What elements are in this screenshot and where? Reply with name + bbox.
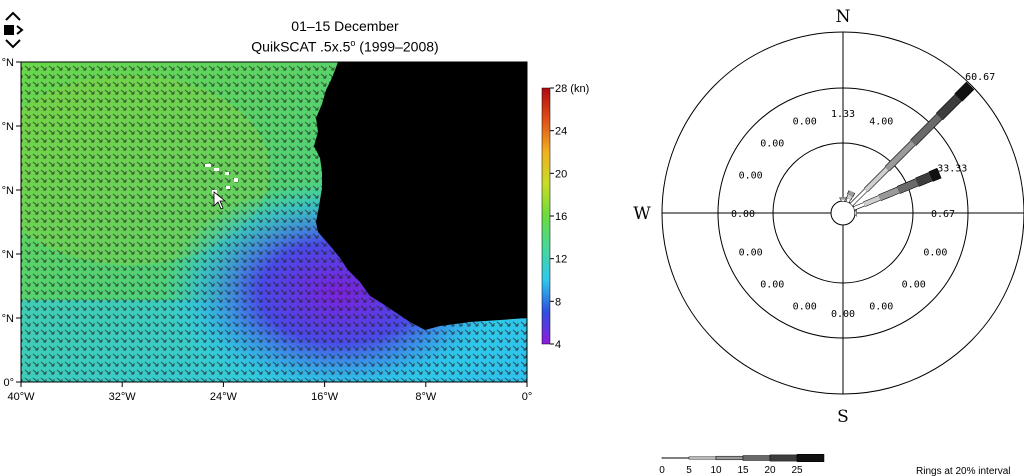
rose-value-SW: 0.00 — [760, 280, 784, 291]
y-tick-label: 0° — [3, 377, 14, 389]
wind-map: 40°W 32°W 24°W 16°W 8°W 0° 0° °N °N °N °N °N 4 8 12 1… — [2, 57, 590, 403]
cursor-icon — [213, 191, 227, 210]
legend-speed-label: 5 — [686, 465, 692, 476]
frame-navigation — [0, 10, 28, 52]
y-axis: 0° °N °N °N °N °N — [2, 57, 21, 389]
legend-swatch — [769, 454, 798, 462]
colorbar-label: 20 — [555, 168, 567, 180]
legend-speed-label: 25 — [791, 465, 803, 476]
rose-value-SE: 0.00 — [902, 280, 926, 291]
legend-swatch — [715, 455, 744, 461]
rose-bar-segment-ENE — [853, 202, 865, 210]
y-tick-label: °N — [2, 249, 14, 261]
rose-value-WNW: 0.00 — [739, 171, 763, 182]
rose-value-SSW: 0.00 — [793, 301, 817, 312]
subtitle-main: QuikSCAT .5x.5 — [251, 38, 351, 55]
colorbar-label: 4 — [555, 339, 561, 351]
x-tick-label: 16°W — [311, 391, 339, 403]
rose-bars — [839, 81, 975, 217]
rose-value-S: 0.00 — [831, 309, 855, 320]
x-tick-label: 24°W — [210, 391, 238, 403]
rose-value-NW: 0.00 — [760, 138, 784, 149]
rose-bar-segment-NE — [910, 114, 942, 146]
legend-swatch — [742, 455, 771, 461]
x-tick-label: 40°W — [7, 391, 35, 403]
rose-bar-segment-NNE — [846, 198, 851, 203]
rose-value-NNE: 4.00 — [869, 117, 893, 128]
stop-icon[interactable] — [2, 24, 24, 36]
wind-rose: 1.33 4.00 60.67 33.33 0.67 0.00 0.00 0.00 0.00 0.… — [633, 7, 1024, 476]
colorbar-label: 16 — [555, 211, 567, 223]
colorbar — [541, 87, 551, 345]
rose-bar-segment-ENE — [863, 195, 881, 207]
rose-rings — [661, 31, 1024, 395]
rose-bar-segment-ENE — [878, 187, 900, 201]
legend-speed-label: 20 — [764, 465, 776, 476]
rose-value-W: 0.00 — [731, 209, 755, 220]
x-tick-label: 8°W — [415, 391, 437, 403]
x-tick-label: 0° — [522, 391, 533, 403]
subtitle-degree: o — [350, 38, 356, 48]
chart-subtitle: QuikSCAT .5x.5o (1999–2008) — [170, 38, 520, 55]
rose-value-ESE: 0.00 — [923, 247, 947, 258]
legend-speed-label: 15 — [737, 465, 749, 476]
rose-bar-segment-ENE — [915, 172, 933, 187]
land-mass — [314, 62, 527, 330]
rose-bar-segment-ENE — [897, 178, 919, 194]
subtitle-years: (1999–2008) — [355, 38, 439, 55]
map-frame — [20, 61, 528, 383]
rings-interval-label: Rings at 20% interval — [916, 466, 1011, 476]
y-tick-label: °N — [2, 313, 14, 325]
rose-bar-segment-NNE — [846, 194, 853, 200]
legend-speed-label: 0 — [659, 465, 665, 476]
chevron-up-icon[interactable] — [2, 10, 24, 22]
rose-bar-segment-NE — [936, 94, 962, 120]
compass-w: W — [633, 204, 651, 224]
rose-value-E: 0.67 — [931, 209, 955, 220]
colorbar-label: 28 (kn) — [555, 83, 589, 95]
y-tick-label: °N — [2, 121, 14, 133]
rose-value-N: 1.33 — [831, 109, 855, 120]
legend-swatch — [661, 457, 690, 459]
speed-legend: 0 5 10 15 20 25 Rings at 20% interval — [659, 454, 1011, 476]
y-tick-label: °N — [2, 57, 14, 69]
legend-speed-label: 10 — [710, 465, 722, 476]
chevron-down-icon[interactable] — [2, 38, 24, 50]
rose-bar-segment-NNE — [847, 190, 855, 197]
compass-n: N — [836, 7, 851, 27]
rose-value-SSE: 0.00 — [869, 301, 893, 312]
rose-compass: N S W — [633, 7, 850, 427]
compass-s: S — [837, 407, 849, 427]
legend-swatch — [688, 456, 717, 460]
legend-swatch — [796, 454, 825, 462]
rose-bar-segment-NE — [850, 189, 867, 206]
rose-bar-segment-NE — [864, 167, 889, 192]
x-axis: 40°W 32°W 24°W 16°W 8°W 0° — [7, 382, 532, 403]
colorbar-ticks: 4 8 12 16 20 24 28 (kn) — [550, 83, 589, 351]
rose-value-NE: 60.67 — [965, 72, 995, 83]
y-tick-label: °N — [2, 185, 14, 197]
rose-value-ENE: 33.33 — [937, 164, 967, 175]
chart-title: 01–15 December — [291, 18, 399, 34]
rose-value-labels: 1.33 4.00 60.67 33.33 0.67 0.00 0.00 0.00 0.00 0.… — [731, 72, 995, 320]
rose-value-WSW: 0.00 — [739, 247, 763, 258]
rose-value-NNW: 0.00 — [793, 117, 817, 128]
rose-bar-segment-ENE — [928, 168, 942, 182]
rose-bar-segment-NE — [954, 82, 974, 102]
colorbar-label: 12 — [555, 254, 567, 266]
rose-center — [830, 200, 856, 226]
rose-bar-segment-NE — [885, 140, 916, 171]
colorbar-label: 8 — [555, 296, 561, 308]
colorbar-label: 24 — [555, 126, 567, 138]
x-tick-label: 32°W — [109, 391, 137, 403]
